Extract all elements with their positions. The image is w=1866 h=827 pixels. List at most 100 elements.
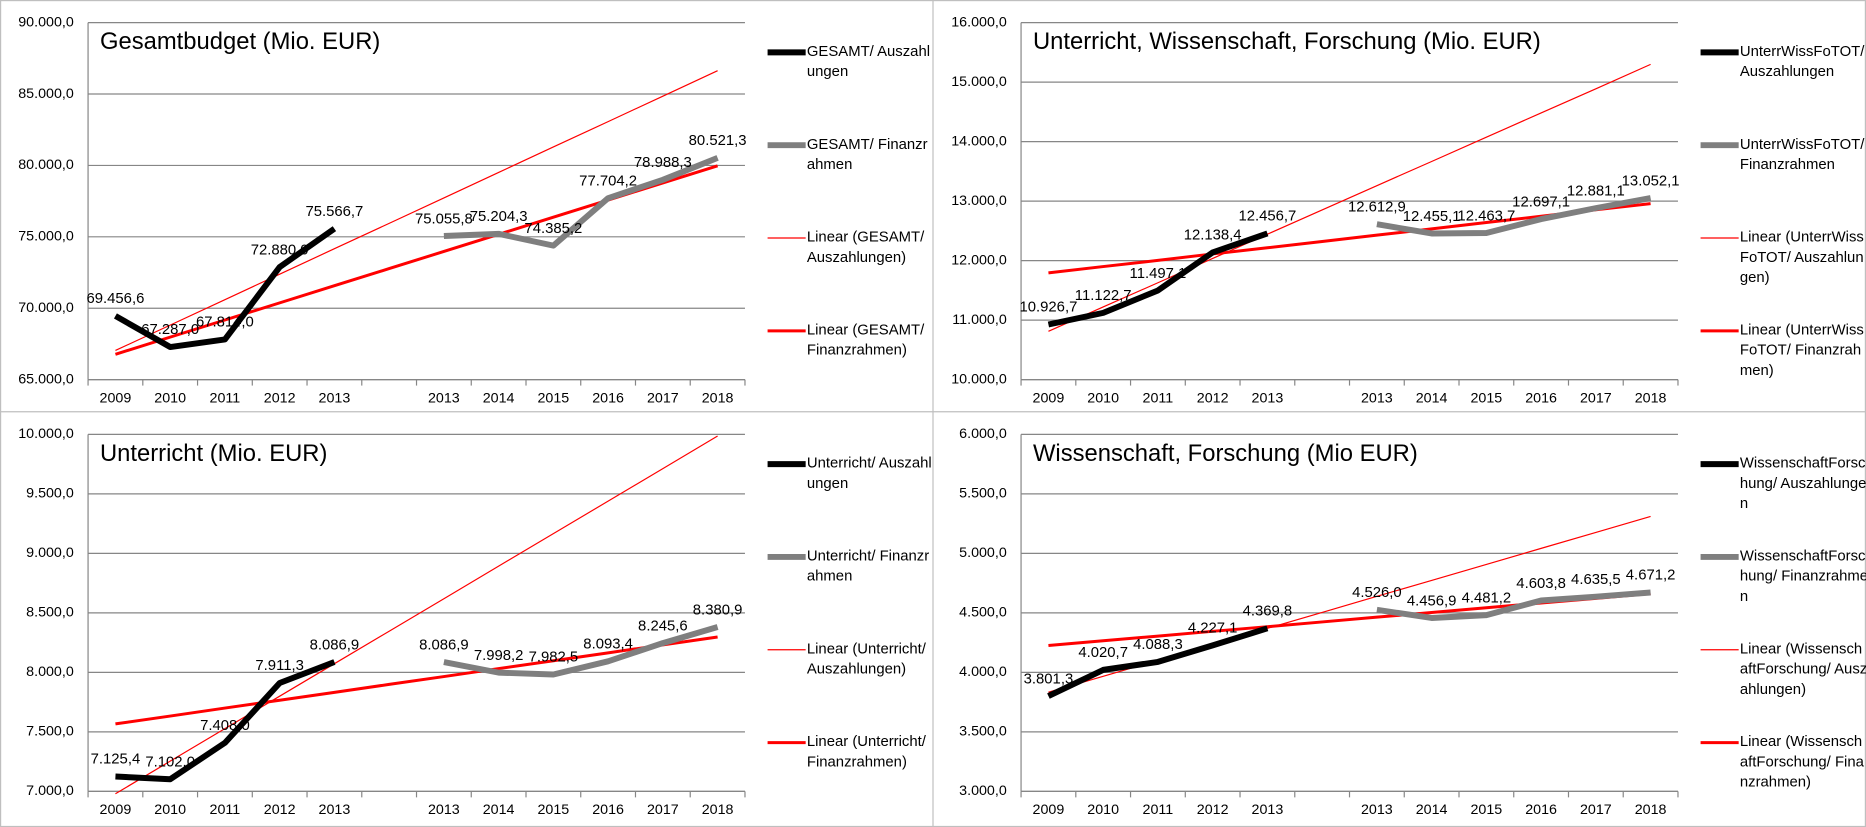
data-label: 3.801,3 bbox=[1024, 671, 1074, 687]
data-label: 10.926,7 bbox=[1020, 300, 1078, 316]
chart-title: Unterricht (Mio. EUR) bbox=[100, 440, 327, 467]
data-label: 4.481,2 bbox=[1462, 590, 1512, 606]
x-tick-label: 2017 bbox=[647, 802, 679, 818]
x-tick-label: 2018 bbox=[702, 802, 734, 818]
series-line bbox=[115, 635, 718, 726]
data-label: 67.814,0 bbox=[196, 315, 254, 331]
data-label: 8.086,9 bbox=[419, 637, 469, 653]
x-tick-label: 2012 bbox=[1197, 802, 1229, 818]
y-tick-label: 85.000,0 bbox=[18, 86, 74, 102]
x-tick-label: 2012 bbox=[1197, 390, 1229, 406]
y-tick-label: 3.000,0 bbox=[959, 783, 1007, 799]
data-label: 8.093,4 bbox=[583, 637, 633, 653]
x-tick-label: 2013 bbox=[319, 802, 351, 818]
x-tick-label: 2009 bbox=[100, 390, 132, 406]
data-label: 69.456,6 bbox=[87, 291, 145, 307]
legend-label: GESAMT/ Auszahlungen bbox=[806, 42, 931, 80]
data-label: 4.456,9 bbox=[1407, 593, 1457, 609]
x-tick-label: 2018 bbox=[1635, 390, 1667, 406]
x-tick-label: 2015 bbox=[537, 802, 569, 818]
legend-label: Linear (Unterricht/ Auszahlungen) bbox=[806, 640, 926, 678]
series-line bbox=[115, 435, 718, 795]
data-label: 75.204,3 bbox=[470, 209, 528, 225]
data-label: 8.380,9 bbox=[693, 602, 743, 618]
x-tick-label: 2015 bbox=[1470, 390, 1502, 406]
x-tick-label: 2014 bbox=[483, 390, 515, 406]
legend-label: Linear (Unterricht/ Finanzrahmen) bbox=[806, 733, 926, 770]
series-line bbox=[1047, 625, 1269, 699]
chart-title: Unterricht, Wissenschaft, Forschung (Mio… bbox=[1033, 28, 1541, 55]
data-label: 7.125,4 bbox=[91, 752, 141, 768]
x-tick-label: 2013 bbox=[1252, 802, 1284, 818]
data-label: 12.697,1 bbox=[1512, 194, 1570, 210]
x-tick-label: 2013 bbox=[1252, 390, 1284, 406]
data-label: 12.456,7 bbox=[1238, 209, 1296, 225]
data-label: 7.982,5 bbox=[529, 650, 579, 666]
legend-label: Unterricht/ Finanzrahmen bbox=[806, 547, 930, 585]
data-label: 75.055,8 bbox=[415, 211, 473, 227]
data-label: 4.635,5 bbox=[1571, 572, 1621, 588]
y-tick-label: 7.000,0 bbox=[26, 783, 74, 799]
data-label: 4.227,1 bbox=[1188, 621, 1238, 637]
series-line bbox=[1376, 195, 1652, 237]
x-tick-label: 2018 bbox=[702, 390, 734, 406]
y-tick-label: 10.000,0 bbox=[951, 371, 1007, 387]
x-tick-label: 2017 bbox=[1580, 390, 1612, 406]
legend-label: Linear (UnterrWissFoTOT/ Finanzrahmen) bbox=[1739, 321, 1864, 379]
data-label: 77.704,2 bbox=[579, 173, 637, 189]
y-tick-label: 16.000,0 bbox=[951, 14, 1007, 30]
x-tick-label: 2015 bbox=[537, 390, 569, 406]
x-tick-label: 2010 bbox=[154, 802, 186, 818]
y-tick-label: 4.000,0 bbox=[959, 664, 1007, 680]
x-tick-label: 2016 bbox=[1525, 802, 1557, 818]
data-label: 12.138,4 bbox=[1184, 228, 1242, 244]
chart-title: Wissenschaft, Forschung (Mio EUR) bbox=[1033, 440, 1418, 467]
y-tick-label: 8.500,0 bbox=[26, 605, 74, 621]
x-tick-label: 2011 bbox=[210, 802, 241, 818]
y-tick-label: 11.000,0 bbox=[952, 312, 1007, 328]
legend-label: Linear (WissenschaftForschung/ Auszahlun… bbox=[1739, 640, 1866, 698]
data-label: 80.521,3 bbox=[689, 133, 747, 149]
x-tick-label: 2010 bbox=[1087, 390, 1119, 406]
legend-label: GESAMT/ Finanzrahmen bbox=[806, 135, 928, 173]
data-label: 12.881,1 bbox=[1567, 183, 1625, 199]
x-tick-label: 2012 bbox=[264, 390, 296, 406]
series-line bbox=[115, 70, 718, 352]
data-label: 11.122,7 bbox=[1075, 288, 1132, 304]
legend-label: Linear (UnterrWissFoTOT/ Auszahlungen) bbox=[1739, 228, 1864, 286]
data-label: 12.455,1 bbox=[1403, 209, 1461, 225]
x-tick-label: 2016 bbox=[592, 802, 624, 818]
data-label: 72.880,0 bbox=[251, 242, 309, 258]
legend-label: Linear (WissenschaftForschung/ Finanzrah… bbox=[1739, 733, 1864, 791]
y-tick-label: 70.000,0 bbox=[18, 300, 74, 316]
y-tick-label: 7.500,0 bbox=[26, 724, 74, 740]
series-line bbox=[1048, 63, 1651, 332]
data-label: 78.988,3 bbox=[634, 155, 692, 171]
x-tick-label: 2010 bbox=[1087, 802, 1119, 818]
data-label: 7.911,3 bbox=[255, 658, 303, 674]
legend-label: WissenschaftForschung/ Auszahlungen bbox=[1739, 454, 1866, 512]
x-tick-label: 2013 bbox=[1361, 802, 1393, 818]
y-tick-label: 90.000,0 bbox=[18, 14, 74, 30]
x-tick-label: 2014 bbox=[1416, 802, 1448, 818]
data-label: 4.603,8 bbox=[1516, 576, 1566, 592]
legend-label: Linear (GESAMT/ Auszahlungen) bbox=[806, 228, 925, 266]
data-label: 8.245,6 bbox=[638, 618, 688, 634]
legend-label: Linear (GESAMT/ Finanzrahmen) bbox=[806, 321, 925, 359]
x-tick-label: 2016 bbox=[1525, 390, 1557, 406]
data-label: 12.463,7 bbox=[1457, 208, 1515, 224]
series-line bbox=[1376, 589, 1651, 621]
data-label: 4.369,8 bbox=[1243, 604, 1293, 620]
data-label: 4.526,0 bbox=[1352, 585, 1402, 601]
x-tick-label: 2017 bbox=[1580, 802, 1612, 818]
x-tick-label: 2013 bbox=[428, 390, 460, 406]
data-label: 13.052,1 bbox=[1622, 173, 1680, 189]
series-line bbox=[113, 226, 337, 350]
y-tick-label: 75.000,0 bbox=[18, 229, 74, 245]
data-label: 7.102,0 bbox=[145, 755, 195, 771]
y-tick-label: 14.000,0 bbox=[951, 133, 1007, 149]
x-tick-label: 2015 bbox=[1470, 802, 1502, 818]
x-tick-label: 2017 bbox=[647, 390, 679, 406]
